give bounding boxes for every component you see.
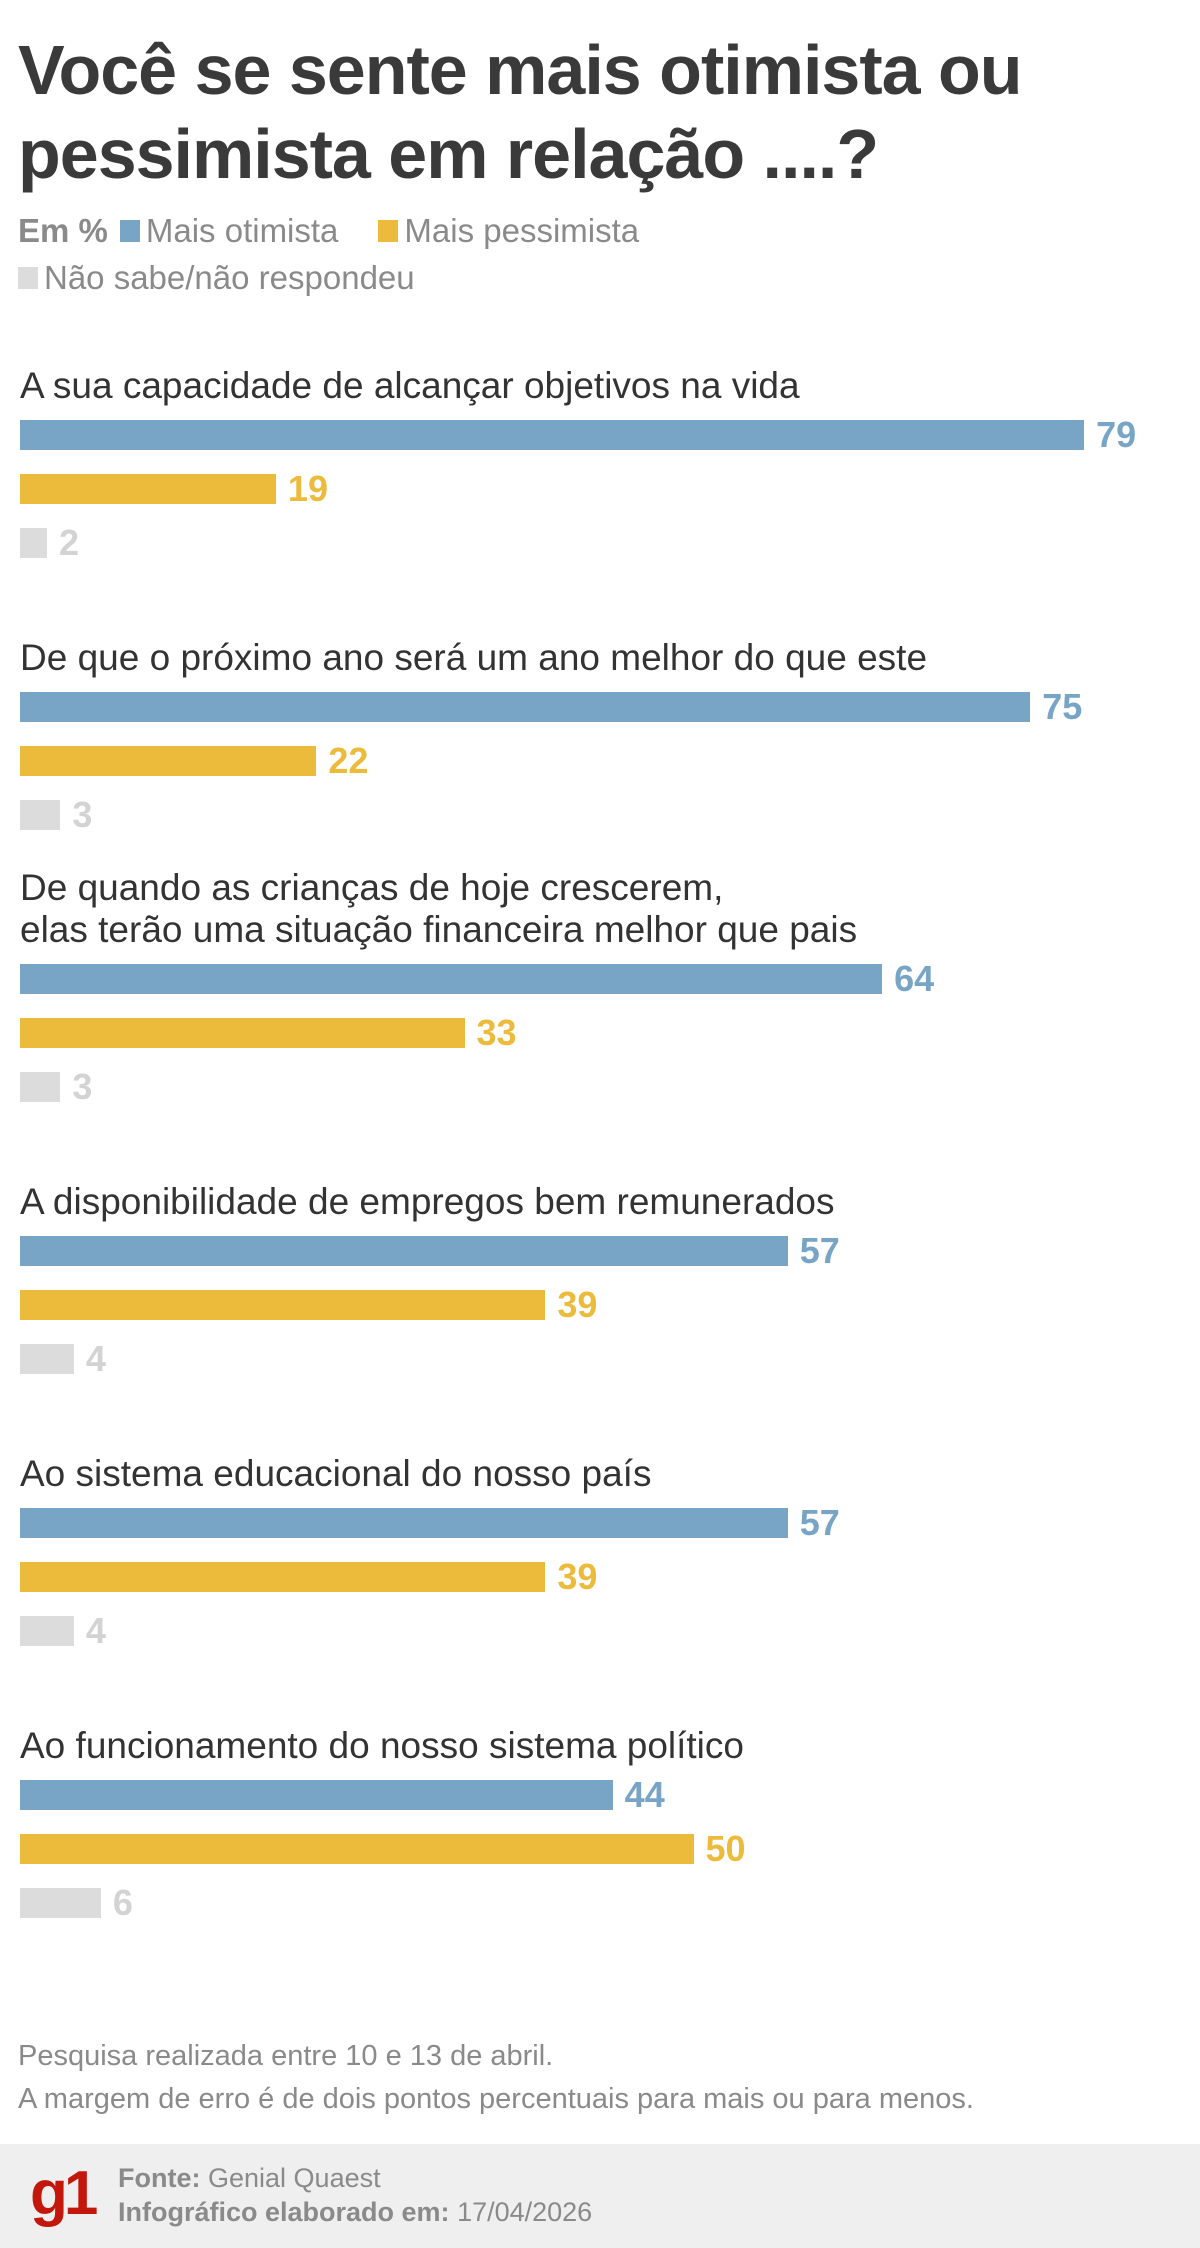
- legend-row-2: Não sabe/não respondeu: [18, 259, 455, 297]
- bar: [20, 1562, 546, 1592]
- data-label: 39: [557, 1284, 598, 1325]
- data-label: 50: [705, 1828, 746, 1869]
- data-label: 64: [894, 958, 935, 999]
- bar: [20, 1072, 61, 1102]
- source-line: Fonte: Genial Quaest: [118, 2163, 381, 2193]
- category-label: Ao funcionamento do nosso sistema políti…: [20, 1725, 744, 1766]
- bar: [20, 692, 1031, 722]
- g1-logo: g1: [30, 2159, 98, 2228]
- data-label: 79: [1096, 414, 1137, 455]
- data-label: 39: [557, 1556, 598, 1597]
- data-label: 22: [328, 740, 369, 781]
- data-label: 57: [799, 1230, 840, 1271]
- category-label: De quando as crianças de hoje crescerem,: [20, 867, 724, 908]
- bar: [20, 1018, 465, 1048]
- data-label: 3: [72, 794, 93, 835]
- category-label: A sua capacidade de alcançar objetivos n…: [20, 365, 800, 406]
- legend-item-otimista: Mais otimista: [119, 212, 338, 250]
- note-margin: A margem de erro é de dois pontos percen…: [18, 2083, 974, 2115]
- bar: [20, 1290, 546, 1320]
- data-label: 4: [85, 1610, 106, 1651]
- bar: [20, 1834, 694, 1864]
- unit-label: Em %: [18, 212, 108, 249]
- legend-swatch: [378, 220, 399, 242]
- data-label: 2: [58, 522, 79, 563]
- legend-item-nao-sabe: Não sabe/não respondeu: [18, 259, 415, 297]
- bar: [20, 1888, 101, 1918]
- category-label: elas terão uma situação financeira melho…: [20, 909, 858, 950]
- data-label: 57: [799, 1502, 840, 1543]
- data-label: 6: [112, 1882, 133, 1923]
- bar: [20, 1780, 613, 1810]
- data-label: 19: [287, 468, 328, 509]
- date-line: Infográfico elaborado em: 17/04/2026: [118, 2197, 593, 2227]
- bar: [20, 746, 317, 776]
- bar: [20, 800, 61, 830]
- bar: [20, 1344, 74, 1374]
- bar: [20, 1616, 74, 1646]
- note-period: Pesquisa realizada entre 10 e 13 de abri…: [18, 2040, 554, 2072]
- chart-title: Você se sente mais otimista ou pessimist…: [18, 31, 1023, 193]
- category-label: A disponibilidade de empregos bem remune…: [20, 1181, 835, 1222]
- category-label: Ao sistema educacional do nosso país: [20, 1453, 652, 1494]
- footer: g1 Fonte: Genial Quaest Infográfico elab…: [0, 2144, 1200, 2248]
- data-label: 75: [1042, 686, 1083, 727]
- bar: [20, 528, 47, 558]
- bar: [20, 964, 883, 994]
- legend-item-pessimista: Mais pessimista: [378, 212, 639, 250]
- bar: [20, 1508, 788, 1538]
- bar: [20, 474, 276, 504]
- notes: Pesquisa realizada entre 10 e 13 de abri…: [18, 2035, 974, 2121]
- bar: [20, 1236, 788, 1266]
- legend: Em % Mais otimista Mais pessimista: [18, 212, 679, 250]
- data-label: 3: [72, 1066, 93, 1107]
- data-label: 4: [85, 1338, 106, 1379]
- category-label: De que o próximo ano será um ano melhor …: [20, 637, 928, 678]
- data-label: 44: [624, 1774, 665, 1815]
- legend-swatch: [119, 220, 140, 242]
- bar: [20, 420, 1085, 450]
- data-label: 33: [476, 1012, 517, 1053]
- legend-swatch: [18, 267, 38, 289]
